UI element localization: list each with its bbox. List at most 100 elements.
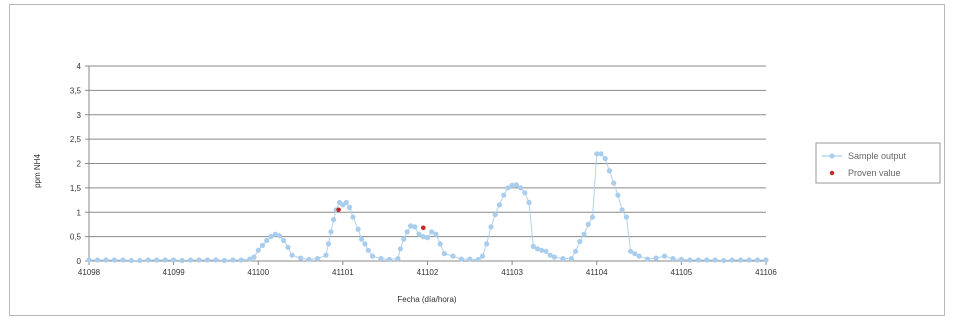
data-point-sample-output-43 bbox=[355, 226, 361, 232]
data-point-sample-output-23 bbox=[264, 237, 270, 244]
data-point-sample-output-99 bbox=[623, 214, 630, 220]
data-point-sample-output-66 bbox=[475, 256, 481, 263]
data-point-sample-output-104 bbox=[653, 255, 659, 261]
data-point-sample-output-68 bbox=[484, 241, 490, 247]
data-point-sample-output-64 bbox=[458, 256, 464, 262]
data-point-sample-output-9 bbox=[162, 257, 168, 263]
data-point-sample-output-6 bbox=[137, 257, 143, 264]
data-point-sample-output-56 bbox=[416, 231, 422, 237]
data-point-sample-output-0 bbox=[86, 257, 92, 263]
legend-box bbox=[815, 142, 941, 184]
x-axis-label: Fecha (día/hora) bbox=[397, 295, 456, 304]
data-point-sample-output-87 bbox=[573, 248, 579, 254]
data-point-sample-output-90 bbox=[585, 221, 591, 227]
y-tick-label: 0 bbox=[77, 257, 82, 266]
data-point-sample-output-19 bbox=[247, 256, 253, 262]
data-point-sample-output-21 bbox=[255, 247, 261, 253]
data-point-sample-output-81 bbox=[539, 247, 545, 253]
data-point-sample-output-101 bbox=[632, 251, 638, 257]
data-point-sample-output-22 bbox=[259, 242, 266, 248]
y-tick-label: 1 bbox=[77, 208, 82, 217]
data-point-sample-output-1 bbox=[94, 257, 101, 263]
data-point-sample-output-49 bbox=[386, 256, 392, 263]
data-point-sample-output-51 bbox=[397, 246, 403, 252]
data-point-sample-output-86 bbox=[568, 256, 575, 262]
data-point-sample-output-89 bbox=[581, 231, 587, 237]
legend: Sample output Proven value bbox=[815, 142, 941, 184]
data-point-sample-output-26 bbox=[276, 233, 282, 239]
data-point-sample-output-46 bbox=[365, 247, 371, 253]
data-point-sample-output-14 bbox=[204, 257, 211, 263]
data-point-sample-output-112 bbox=[721, 257, 727, 264]
x-tick-label: 41102 bbox=[417, 268, 439, 277]
y-axis-label: ppm NH4 bbox=[33, 154, 42, 188]
data-point-proven-value-0 bbox=[336, 207, 341, 213]
x-tick-label: 41103 bbox=[501, 268, 523, 277]
data-point-sample-output-91 bbox=[589, 214, 596, 220]
data-point-sample-output-114 bbox=[738, 257, 744, 263]
chart-frame: 0 0,5 1 1,5 2 2,5 3 3,5 4 41098 41099 41100 41101 41… bbox=[9, 4, 945, 316]
data-point-sample-output-98 bbox=[619, 207, 625, 213]
data-point-sample-output-115 bbox=[746, 257, 752, 263]
data-point-sample-output-10 bbox=[171, 257, 177, 263]
legend-label-proven-value: Proven value bbox=[848, 168, 901, 178]
data-point-sample-output-74 bbox=[509, 182, 515, 188]
data-point-sample-output-92 bbox=[594, 151, 600, 157]
data-point-sample-output-96 bbox=[611, 180, 617, 186]
data-point-sample-output-48 bbox=[378, 256, 384, 262]
data-point-sample-output-85 bbox=[560, 256, 566, 262]
data-point-sample-output-42 bbox=[350, 214, 356, 220]
data-point-sample-output-4 bbox=[120, 257, 126, 263]
data-point-sample-output-32 bbox=[314, 256, 321, 262]
y-tick-labels: 0 0,5 1 1,5 2 2,5 3 3,5 4 bbox=[70, 62, 82, 266]
x-tick-labels: 41098 41099 41100 41101 41102 41103 41104 41105… bbox=[78, 268, 778, 277]
data-point-sample-output-13 bbox=[196, 257, 202, 263]
data-point-sample-output-63 bbox=[450, 253, 456, 259]
data-point-sample-output-105 bbox=[661, 253, 668, 259]
legend-marker-proven-value bbox=[829, 170, 835, 176]
data-point-sample-output-94 bbox=[602, 156, 608, 162]
data-point-sample-output-7 bbox=[145, 257, 151, 263]
x-tick-label: 41099 bbox=[163, 268, 186, 277]
data-point-sample-output-60 bbox=[433, 231, 439, 237]
legend-marker-sample-output bbox=[829, 153, 835, 159]
data-point-sample-output-95 bbox=[606, 168, 613, 174]
data-point-sample-output-34 bbox=[325, 241, 332, 247]
data-point-sample-output-78 bbox=[526, 199, 532, 206]
data-point-sample-output-16 bbox=[221, 257, 227, 264]
data-point-sample-output-113 bbox=[729, 257, 735, 263]
data-point-sample-output-27 bbox=[281, 237, 287, 244]
ammonium-chart: 00,511,522,533,54 41098 41099 41100 41101 41… bbox=[33, 62, 941, 304]
data-point-sample-output-33 bbox=[323, 252, 329, 258]
data-point-sample-output-28 bbox=[285, 244, 291, 250]
data-point-sample-output-50 bbox=[395, 256, 401, 262]
data-point-sample-output-76 bbox=[518, 185, 524, 191]
x-tick-label: 41105 bbox=[671, 268, 693, 277]
data-point-sample-output-58 bbox=[424, 235, 431, 241]
data-point-sample-output-59 bbox=[429, 229, 435, 235]
data-point-sample-output-31 bbox=[306, 256, 312, 263]
data-point-sample-output-36 bbox=[331, 217, 337, 223]
data-point-sample-output-61 bbox=[437, 241, 443, 247]
data-point-sample-output-65 bbox=[467, 256, 473, 262]
series-sample-output bbox=[86, 151, 769, 264]
data-point-sample-output-40 bbox=[343, 199, 349, 206]
data-point-proven-value-1 bbox=[421, 225, 426, 231]
data-point-sample-output-29 bbox=[289, 252, 295, 258]
data-point-sample-output-25 bbox=[272, 231, 278, 237]
data-point-sample-output-47 bbox=[369, 253, 376, 259]
y-tick-label: 4 bbox=[77, 62, 82, 71]
data-point-sample-output-93 bbox=[598, 151, 604, 157]
data-point-sample-output-55 bbox=[412, 224, 418, 230]
data-point-sample-output-116 bbox=[754, 257, 761, 263]
data-point-sample-output-62 bbox=[441, 251, 447, 257]
data-point-sample-output-79 bbox=[530, 243, 536, 249]
y-tick-label: 3,5 bbox=[70, 86, 82, 95]
data-point-sample-output-75 bbox=[513, 182, 519, 188]
data-point-sample-output-117 bbox=[763, 257, 769, 263]
series-proven-value bbox=[336, 207, 426, 231]
y-tick-label: 0,5 bbox=[70, 233, 82, 242]
data-point-sample-output-77 bbox=[522, 190, 528, 196]
y-tick-label: 2,5 bbox=[70, 135, 82, 144]
x-tick-label: 41104 bbox=[586, 268, 608, 277]
